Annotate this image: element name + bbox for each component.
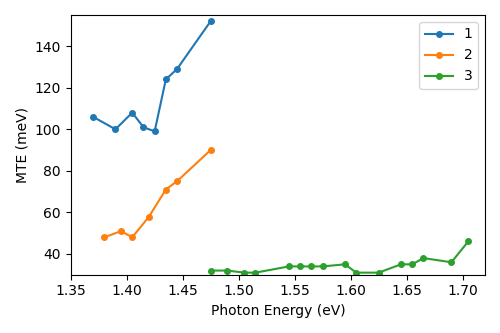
Line: 1: 1 [90, 18, 214, 134]
3 [420, 256, 426, 260]
3 [320, 264, 326, 268]
1 [140, 125, 146, 129]
3 [286, 264, 292, 268]
3 [241, 271, 247, 275]
1 [152, 129, 158, 133]
3 [342, 262, 348, 266]
1 [90, 115, 96, 119]
3 [297, 264, 303, 268]
X-axis label: Photon Energy (eV): Photon Energy (eV) [210, 304, 345, 318]
3 [252, 271, 258, 275]
2 [129, 235, 135, 239]
3 [376, 271, 382, 275]
Legend: 1, 2, 3: 1, 2, 3 [419, 22, 478, 89]
3 [308, 264, 314, 268]
3 [224, 269, 230, 273]
2 [146, 214, 152, 218]
2 [101, 235, 107, 239]
1 [208, 19, 214, 23]
2 [174, 179, 180, 183]
3 [208, 269, 214, 273]
3 [409, 262, 415, 266]
Y-axis label: MTE (meV): MTE (meV) [15, 107, 29, 183]
2 [163, 187, 169, 191]
2 [118, 229, 124, 233]
1 [112, 127, 118, 131]
3 [353, 271, 359, 275]
Line: 2: 2 [102, 147, 214, 240]
2 [208, 148, 214, 152]
1 [163, 77, 169, 81]
1 [129, 111, 135, 115]
3 [448, 260, 454, 264]
Line: 3: 3 [208, 239, 471, 275]
3 [465, 239, 471, 243]
3 [398, 262, 404, 266]
1 [174, 67, 180, 71]
